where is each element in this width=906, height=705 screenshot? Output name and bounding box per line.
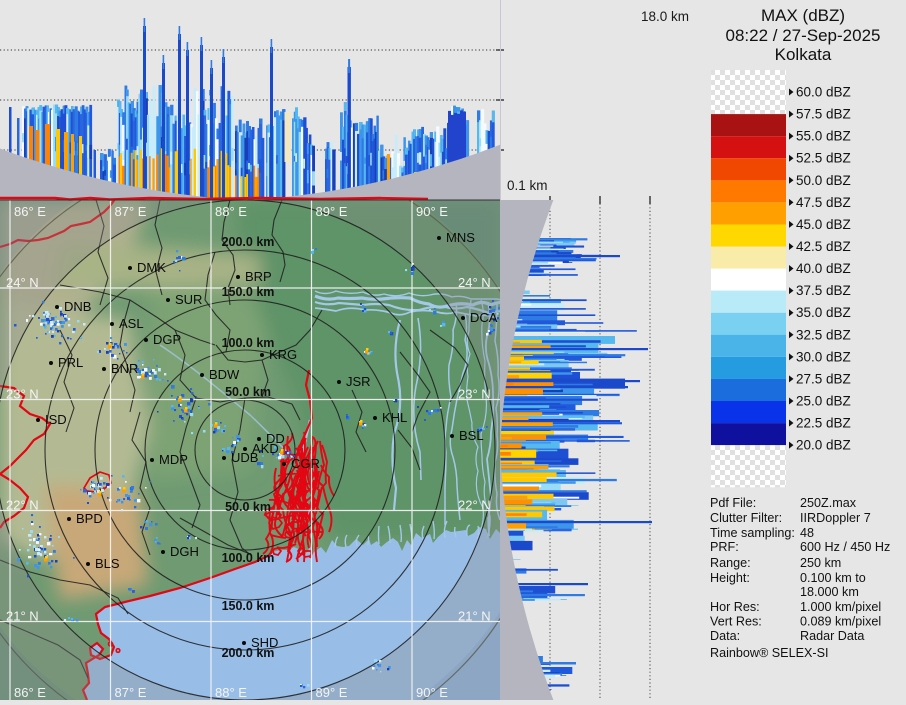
svg-text:KHL: KHL — [382, 410, 407, 425]
svg-text:250 km: 250 km — [800, 556, 841, 570]
svg-text:JSR: JSR — [346, 374, 371, 389]
svg-text:24° N: 24° N — [458, 275, 491, 290]
svg-text:48: 48 — [800, 526, 814, 540]
svg-text:SUR: SUR — [175, 292, 202, 307]
svg-text:0.089 km/pixel: 0.089 km/pixel — [800, 614, 881, 628]
svg-text:52.5 dBZ: 52.5 dBZ — [796, 151, 851, 166]
svg-text:25.0 dBZ: 25.0 dBZ — [796, 393, 851, 408]
svg-text:55.0 dBZ: 55.0 dBZ — [796, 129, 851, 144]
svg-text:18.0 km: 18.0 km — [641, 9, 689, 24]
svg-text:MDP: MDP — [159, 452, 188, 467]
svg-text:50.0 dBZ: 50.0 dBZ — [796, 173, 851, 188]
svg-text:Radar Data: Radar Data — [800, 629, 864, 643]
svg-text:BNR: BNR — [111, 361, 138, 376]
svg-text:UDB: UDB — [231, 450, 258, 465]
svg-text:BDW: BDW — [209, 367, 240, 382]
svg-text:150.0 km: 150.0 km — [222, 285, 275, 299]
svg-text:100.0 km: 100.0 km — [222, 551, 275, 565]
svg-text:Height:: Height: — [710, 571, 750, 585]
svg-text:Pdf File:: Pdf File: — [710, 496, 756, 510]
svg-text:90° E: 90° E — [416, 204, 448, 219]
svg-text:20.0 dBZ: 20.0 dBZ — [796, 438, 851, 453]
svg-text:Hor Res:: Hor Res: — [710, 600, 760, 614]
svg-text:600 Hz / 450 Hz: 600 Hz / 450 Hz — [800, 540, 890, 554]
svg-text:21° N: 21° N — [458, 609, 491, 624]
svg-text:200.0 km: 200.0 km — [222, 235, 275, 249]
svg-text:40.0 dBZ: 40.0 dBZ — [796, 261, 851, 276]
svg-text:Kolkata: Kolkata — [775, 45, 832, 64]
svg-text:250Z.max: 250Z.max — [800, 496, 857, 510]
svg-text:0.100 km to: 0.100 km to — [800, 571, 866, 585]
svg-text:86° E: 86° E — [14, 685, 46, 700]
svg-text:SHD: SHD — [251, 635, 278, 650]
svg-text:1.000 km/pixel: 1.000 km/pixel — [800, 600, 881, 614]
svg-text:50.0 km: 50.0 km — [225, 500, 271, 514]
svg-text:22.5 dBZ: 22.5 dBZ — [796, 416, 851, 431]
svg-text:BLS: BLS — [95, 556, 120, 571]
svg-text:DGH: DGH — [170, 544, 199, 559]
svg-text:37.5 dBZ: 37.5 dBZ — [796, 283, 851, 298]
svg-text:DMK: DMK — [137, 260, 166, 275]
svg-text:DNB: DNB — [64, 299, 91, 314]
svg-text:DGP: DGP — [153, 332, 181, 347]
svg-text:ISD: ISD — [45, 412, 67, 427]
svg-text:90° E: 90° E — [416, 685, 448, 700]
svg-text:87° E: 87° E — [115, 685, 147, 700]
svg-text:Clutter Filter:: Clutter Filter: — [710, 511, 782, 525]
svg-text:87° E: 87° E — [115, 204, 147, 219]
svg-text:CGR: CGR — [291, 456, 320, 471]
svg-text:22° N: 22° N — [458, 498, 491, 513]
svg-text:MNS: MNS — [446, 230, 475, 245]
svg-text:IIRDoppler 7: IIRDoppler 7 — [800, 511, 871, 525]
svg-text:BPD: BPD — [76, 511, 103, 526]
svg-text:Vert Res:: Vert Res: — [710, 614, 762, 628]
svg-text:88° E: 88° E — [215, 204, 247, 219]
svg-text:BRP: BRP — [245, 269, 272, 284]
svg-text:35.0 dBZ: 35.0 dBZ — [796, 305, 851, 320]
svg-text:47.5 dBZ: 47.5 dBZ — [796, 195, 851, 210]
svg-text:32.5 dBZ: 32.5 dBZ — [796, 327, 851, 342]
svg-text:89° E: 89° E — [316, 204, 348, 219]
svg-text:30.0 dBZ: 30.0 dBZ — [796, 349, 851, 364]
svg-text:23° N: 23° N — [6, 387, 39, 402]
svg-text:150.0 km: 150.0 km — [222, 599, 275, 613]
svg-text:45.0 dBZ: 45.0 dBZ — [796, 217, 851, 232]
svg-text:89° E: 89° E — [316, 685, 348, 700]
svg-text:Time sampling:: Time sampling: — [710, 526, 795, 540]
svg-text:PRF:: PRF: — [710, 540, 739, 554]
svg-text:23° N: 23° N — [458, 387, 491, 402]
svg-text:Range:: Range: — [710, 556, 751, 570]
svg-text:22° N: 22° N — [6, 498, 39, 513]
svg-text:DCA: DCA — [470, 310, 498, 325]
svg-text:100.0 km: 100.0 km — [222, 336, 275, 350]
svg-text:42.5 dBZ: 42.5 dBZ — [796, 239, 851, 254]
svg-text:88° E: 88° E — [215, 685, 247, 700]
svg-text:08:22 / 27-Sep-2025: 08:22 / 27-Sep-2025 — [725, 26, 880, 45]
svg-text:PRL: PRL — [58, 355, 83, 370]
svg-text:BSL: BSL — [459, 428, 484, 443]
svg-text:ASL: ASL — [119, 316, 144, 331]
svg-text:27.5 dBZ: 27.5 dBZ — [796, 371, 851, 386]
svg-text:86° E: 86° E — [14, 204, 46, 219]
svg-text:KRG: KRG — [269, 347, 297, 362]
svg-text:24° N: 24° N — [6, 275, 39, 290]
svg-text:MAX (dBZ): MAX (dBZ) — [761, 6, 845, 25]
svg-text:57.5 dBZ: 57.5 dBZ — [796, 107, 851, 122]
svg-text:60.0 dBZ: 60.0 dBZ — [796, 85, 851, 100]
svg-text:50.0 km: 50.0 km — [225, 385, 271, 399]
svg-text:18.000 km: 18.000 km — [800, 585, 859, 599]
svg-text:21° N: 21° N — [6, 609, 39, 624]
svg-text:Data:: Data: — [710, 629, 740, 643]
svg-text:Rainbow® SELEX-SI: Rainbow® SELEX-SI — [710, 646, 828, 660]
svg-text:0.1 km: 0.1 km — [507, 178, 548, 193]
